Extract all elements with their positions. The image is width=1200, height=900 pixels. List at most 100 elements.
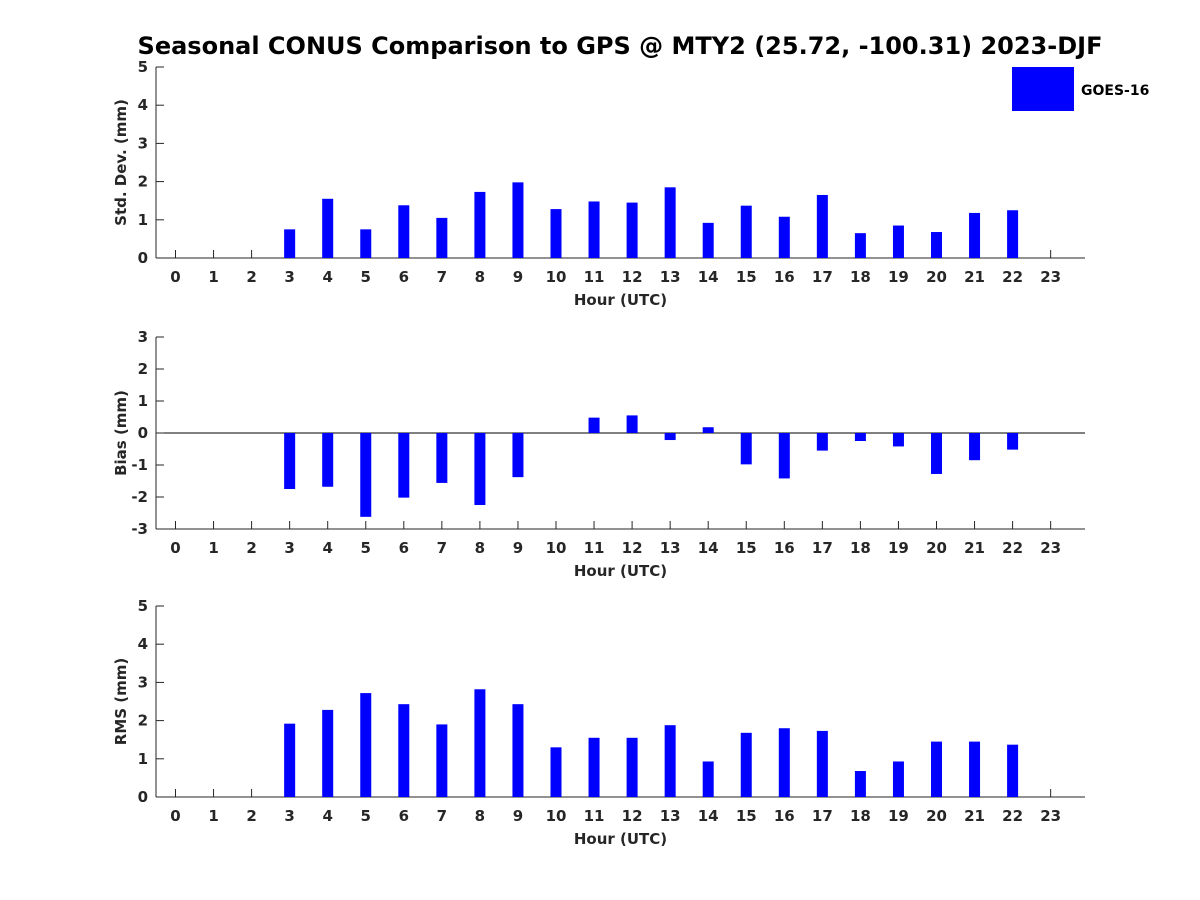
rms-x-tick-label: 16 [774,807,795,825]
std-x-tick-label: 1 [208,268,218,286]
bias-y-axis-label: Bias (mm) [112,390,130,476]
rms-y-tick-label: 1 [138,750,148,768]
rms-bar-hour-8 [474,689,486,797]
bias-bar-hour-17 [816,433,828,451]
rms-x-tick-label: 23 [1040,807,1061,825]
std-bar-hour-3 [284,229,296,258]
rms-x-tick-label: 19 [888,807,909,825]
std-x-tick-label: 10 [546,268,567,286]
std-x-tick-label: 3 [284,268,294,286]
bias-x-tick-label: 4 [322,539,332,557]
bias-x-tick-label: 7 [437,539,447,557]
std-bar-hour-13 [664,187,676,258]
std-y-tick-label: 0 [138,249,148,267]
rms-x-tick-label: 6 [399,807,409,825]
std-x-tick-label: 14 [698,268,719,286]
rms-bar-hour-11 [588,737,600,797]
rms-x-tick-label: 5 [361,807,371,825]
rms-x-tick-label: 10 [546,807,567,825]
rms-bar-hour-12 [626,737,638,797]
std-x-tick-label: 8 [475,268,485,286]
bias-bar-hour-8 [474,433,486,505]
bias-y-tick-label: -1 [131,456,148,474]
bias-bar-hour-12 [626,415,638,433]
rms-bar-hour-20 [931,741,942,797]
rms-x-tick-label: 11 [584,807,605,825]
chart-title: Seasonal CONUS Comparison to GPS @ MTY2 … [138,32,1103,60]
rms-bar-hour-13 [664,725,676,797]
bias-bar-hour-16 [778,433,790,479]
std-x-tick-label: 18 [850,268,871,286]
bias-y-tick-label: 3 [138,328,148,346]
rms-bar-hour-19 [892,761,904,797]
std-x-tick-label: 20 [926,268,947,286]
bias-y-tick-label: 0 [138,424,148,442]
std-y-tick-label: 3 [138,134,148,152]
rms-bar-hour-15 [740,732,752,797]
rms-bar-hour-9 [512,704,524,797]
bias-bar-hour-18 [854,433,866,441]
rms-bar-hour-4 [322,709,334,797]
rms-x-tick-label: 1 [208,807,218,825]
rms-x-tick-label: 13 [660,807,681,825]
bias-x-tick-label: 20 [926,539,947,557]
rms-x-tick-label: 2 [246,807,256,825]
bias-x-tick-label: 14 [698,539,719,557]
rms-x-tick-label: 14 [698,807,719,825]
rms-x-axis-label: Hour (UTC) [574,830,667,848]
bias-x-tick-label: 16 [774,539,795,557]
bias-bar-hour-14 [702,427,714,433]
std-bar-hour-4 [322,198,334,258]
bias-x-tick-label: 19 [888,539,909,557]
bias-x-tick-label: 8 [475,539,485,557]
bias-bar-hour-4 [322,433,334,487]
std-x-tick-label: 13 [660,268,681,286]
rms-y-axis-label: RMS (mm) [112,658,130,745]
bias-bar-hour-3 [284,433,296,489]
bias-x-tick-label: 1 [208,539,218,557]
std-x-axis-label: Hour (UTC) [574,291,667,309]
std-bar-hour-12 [626,202,638,258]
std-bar-hour-14 [702,222,714,258]
legend-label-goes16: GOES-16 [1081,83,1149,99]
std-x-tick-label: 22 [1002,268,1023,286]
std-x-tick-label: 6 [399,268,409,286]
rms-x-tick-label: 17 [812,807,833,825]
std-x-tick-label: 11 [584,268,605,286]
std-bar-hour-21 [969,212,981,258]
std-x-tick-label: 4 [322,268,332,286]
rms-bar-hour-3 [284,723,296,797]
rms-y-tick-label: 5 [138,597,148,615]
bias-bar-hour-15 [740,433,752,465]
bias-y-tick-label: -3 [131,520,148,538]
std-x-tick-label: 12 [622,268,643,286]
rms-bar-hour-6 [398,704,410,797]
std-y-axis-label: Std. Dev. (mm) [112,99,130,226]
std-bar-hour-15 [740,205,752,258]
bias-bar-hour-11 [588,417,600,433]
bias-x-tick-label: 10 [546,539,567,557]
bias-x-tick-label: 6 [399,539,409,557]
rms-y-tick-label: 3 [138,673,148,691]
bias-x-tick-label: 11 [584,539,605,557]
rms-bar-hour-7 [436,724,448,797]
std-x-tick-label: 16 [774,268,795,286]
bias-bar-hour-13 [664,433,676,441]
std-x-tick-label: 2 [246,268,256,286]
std-bar-hour-17 [816,194,828,258]
rms-x-tick-label: 12 [622,807,643,825]
rms-bar-hour-10 [550,747,562,797]
bias-bar-hour-9 [512,433,524,478]
rms-bar-hour-5 [360,693,372,797]
rms-bar-hour-21 [969,741,981,797]
std-x-tick-label: 17 [812,268,833,286]
bias-bar-hour-21 [969,433,981,461]
rms-x-tick-label: 3 [284,807,294,825]
bias-bar-hour-7 [436,433,448,483]
std-x-tick-label: 5 [361,268,371,286]
std-x-tick-label: 0 [170,268,180,286]
bias-x-tick-label: 23 [1040,539,1061,557]
bias-x-tick-label: 22 [1002,539,1023,557]
